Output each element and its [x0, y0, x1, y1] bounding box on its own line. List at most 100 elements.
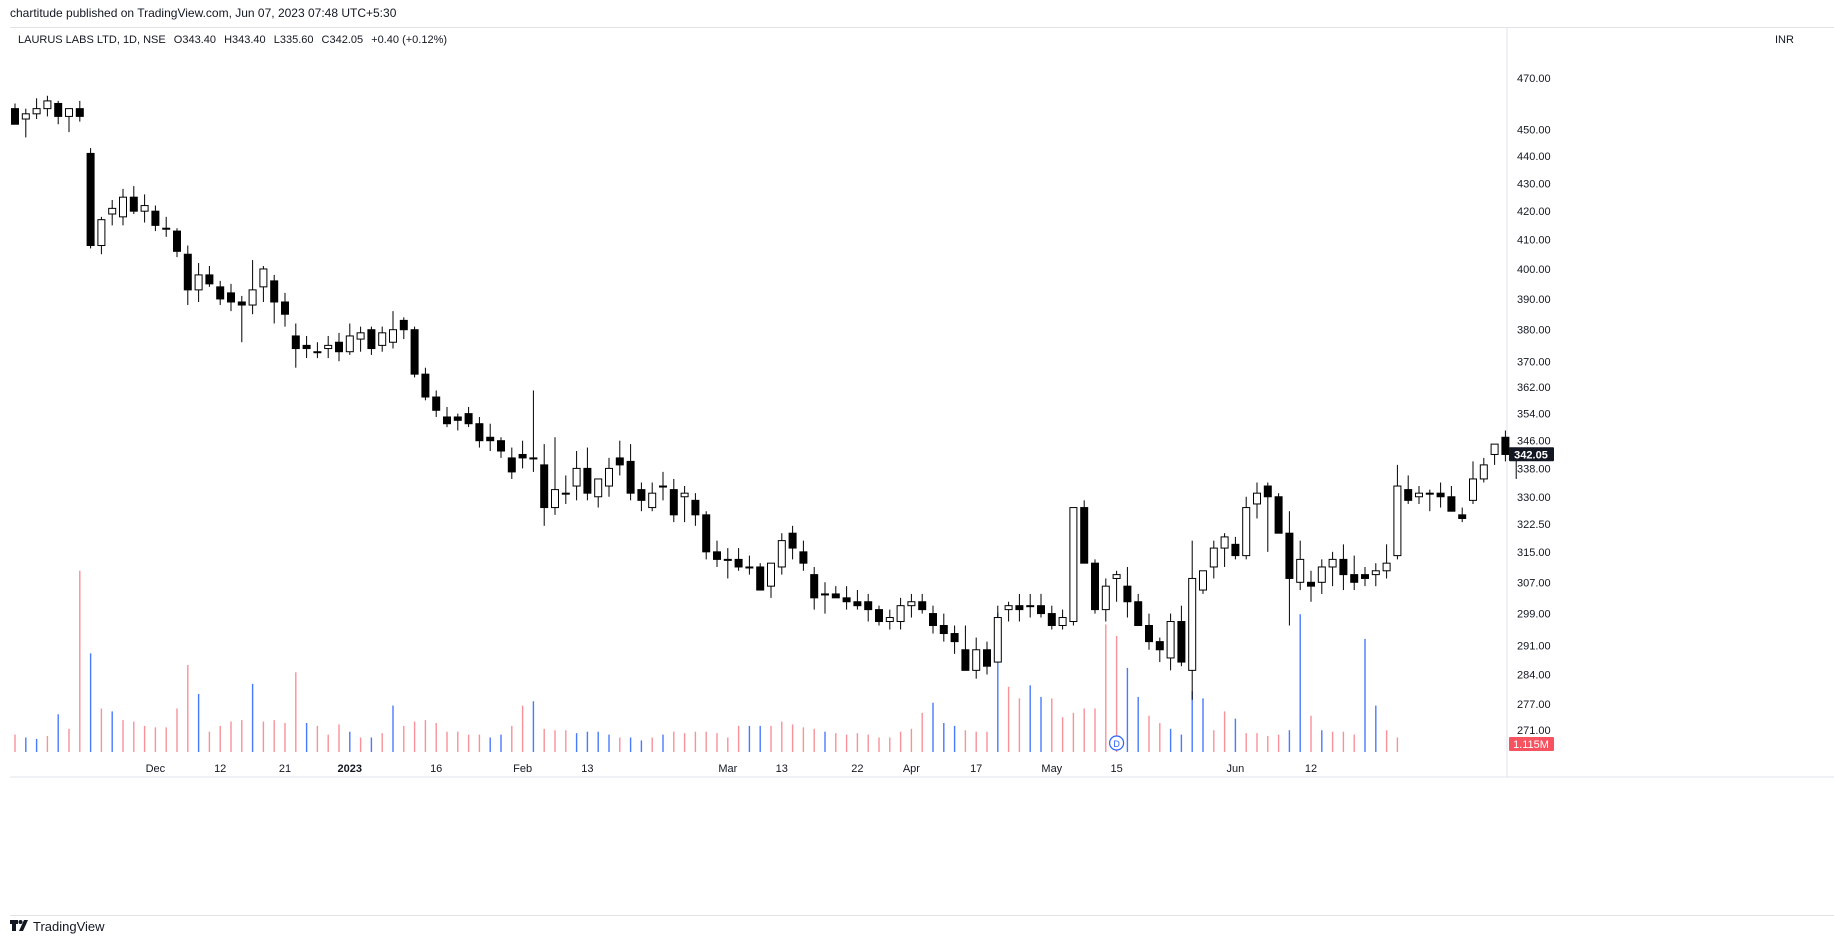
candle-body: [151, 210, 160, 226]
footer-brand[interactable]: TradingView: [10, 919, 105, 934]
candle-body: [983, 649, 991, 667]
y-tick-label: 380.00: [1517, 325, 1551, 337]
candle-body: [767, 562, 775, 587]
candle-body: [1145, 625, 1153, 643]
candle-body: [367, 329, 376, 350]
candle-body: [75, 108, 84, 117]
x-tick-label: May: [1041, 763, 1062, 775]
candle-body: [561, 492, 570, 495]
candle-body: [1220, 536, 1229, 549]
tradingview-logo-icon: [10, 919, 28, 931]
y-tick-label: 470.00: [1517, 73, 1551, 85]
dividend-marker-icon: [1108, 735, 1125, 751]
y-tick-label: 291.00: [1517, 641, 1551, 653]
candle-body: [1263, 485, 1272, 498]
x-tick-label: 13: [581, 763, 593, 775]
y-tick-label: 354.00: [1517, 409, 1551, 421]
candle-body: [788, 532, 797, 549]
brand-label: TradingView: [33, 919, 105, 934]
candle-body: [1339, 558, 1348, 576]
candle-body: [259, 268, 268, 288]
candle-body: [1404, 489, 1413, 501]
symbol-name[interactable]: LAURUS LABS LTD, 1D, NSE: [18, 34, 166, 46]
candle-body: [194, 274, 203, 291]
candle-body: [237, 301, 246, 306]
candle-body: [54, 102, 63, 117]
candle-body: [745, 566, 754, 569]
candle-body: [1037, 605, 1045, 615]
candle-body: [1458, 514, 1467, 519]
candle-body: [1231, 543, 1240, 557]
candle-body: [691, 499, 700, 516]
candle-body: [594, 478, 603, 498]
candle-body: [129, 196, 138, 212]
y-tick-label: 271.00: [1517, 725, 1551, 737]
candle-body: [1188, 577, 1197, 671]
candle-body: [713, 551, 721, 560]
candle-body: [97, 219, 106, 247]
candle-body: [1242, 507, 1251, 557]
dividend-marker-label: D: [1113, 739, 1120, 749]
candle-body: [583, 467, 592, 494]
legend-low: L335.60: [273, 34, 314, 46]
y-tick-label: 362.00: [1517, 382, 1551, 394]
candle-body: [648, 492, 657, 509]
candle-body: [313, 351, 322, 354]
x-tick-label: Dec: [146, 763, 166, 775]
y-tick-label: 315.00: [1517, 547, 1551, 559]
candle-body: [1112, 574, 1121, 579]
candle-body: [1501, 436, 1510, 455]
candle-body: [183, 253, 192, 291]
candle-body: [950, 633, 959, 643]
candle-body: [1307, 581, 1315, 587]
candle-body: [421, 373, 430, 398]
candle-body: [1317, 566, 1326, 583]
candle-body: [1415, 492, 1423, 498]
x-tick-label: 22: [851, 763, 863, 775]
candle-body: [227, 292, 235, 303]
candle-body: [1285, 532, 1294, 579]
candle-body: [356, 332, 365, 340]
candle-body: [1091, 562, 1099, 611]
candle-body: [1469, 478, 1477, 501]
candle-body: [993, 617, 1002, 663]
volume-tag: [1509, 737, 1554, 751]
candle-body: [756, 566, 765, 591]
candle-body: [551, 489, 559, 509]
candle-body: [65, 108, 73, 117]
candle-body: [875, 609, 883, 623]
x-tick-label: 13: [776, 763, 788, 775]
candle-body: [702, 514, 711, 553]
candle-body: [1350, 574, 1359, 583]
candle-body: [281, 301, 289, 315]
candle-body: [1015, 605, 1024, 611]
candle-body: [1058, 617, 1067, 627]
x-tick-label: Apr: [903, 763, 920, 775]
candle-body: [885, 617, 894, 623]
candle-body: [896, 605, 905, 623]
candle-body: [1123, 585, 1132, 603]
candle-body: [1047, 613, 1056, 627]
legend-high: H343.40: [224, 34, 266, 46]
candle-body: [1080, 507, 1089, 564]
candle-body: [1101, 585, 1110, 611]
candle-body: [907, 601, 916, 607]
candle-body: [1177, 621, 1186, 663]
candle-body: [572, 467, 581, 487]
candle-body: [248, 289, 257, 306]
legend-change: +0.40 (+0.12%): [371, 34, 448, 46]
y-tick-label: 322.50: [1517, 519, 1551, 531]
y-tick-label: 410.00: [1517, 235, 1551, 247]
candle-body: [11, 108, 19, 125]
candle-body: [1166, 621, 1175, 659]
candle-body: [723, 558, 732, 561]
last-price-tag: [1509, 447, 1554, 462]
candle-body: [443, 416, 451, 425]
candle-body: [140, 205, 149, 212]
candle-body: [1361, 574, 1369, 579]
candle-body: [615, 457, 624, 466]
candle-body: [961, 649, 970, 671]
candle-body: [680, 492, 689, 498]
candle-body: [270, 280, 279, 303]
